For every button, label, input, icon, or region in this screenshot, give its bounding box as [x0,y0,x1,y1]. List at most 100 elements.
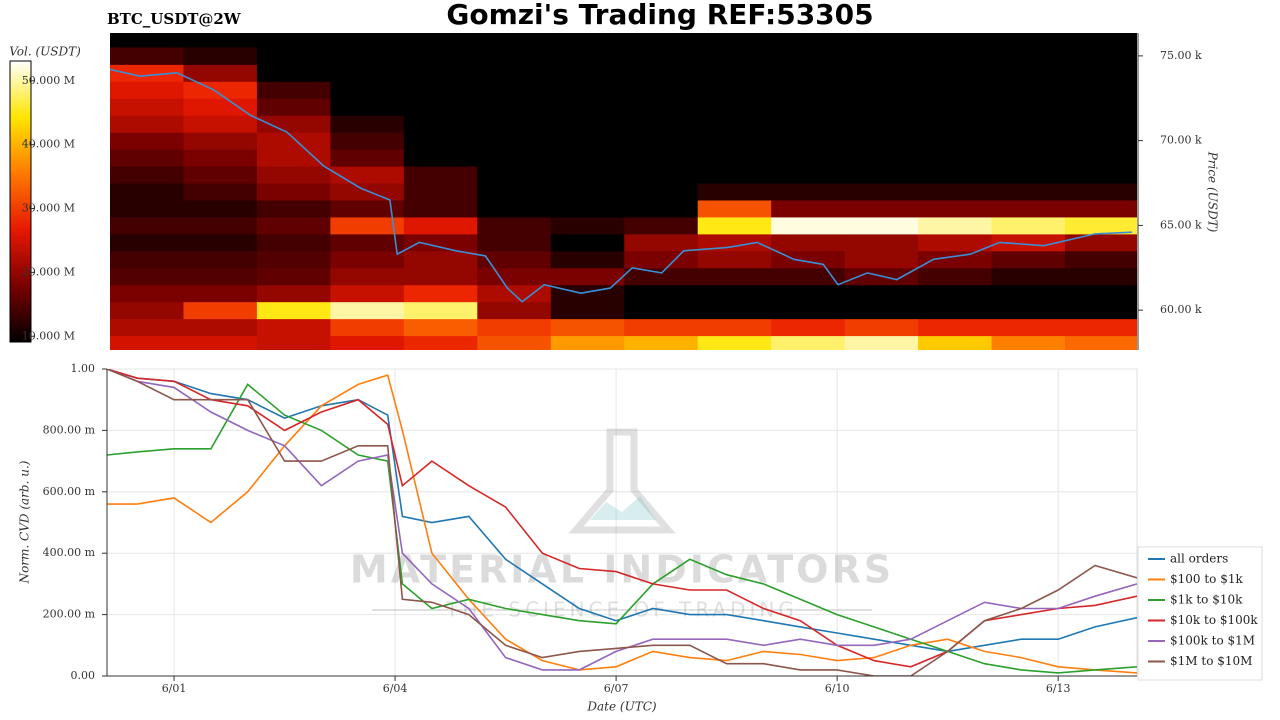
heatmap-cell [697,233,772,252]
heatmap-cell [256,250,331,269]
heatmap-cell [183,132,258,150]
heatmap-cell [330,216,405,235]
legend-label: $1k to $10k [1170,593,1243,607]
heatmap-cell [1065,115,1137,133]
colorbar [9,60,32,343]
heatmap-cell [1065,166,1137,184]
heatmap-cell [550,47,625,65]
heatmap-cell [918,318,993,337]
heatmap-cell [403,166,478,184]
heatmap-cell [771,318,846,337]
heatmap-cell [771,233,846,252]
heatmap-cell [330,301,405,320]
heatmap-cell [624,81,699,99]
heatmap-cell [183,284,258,303]
heatmap-cell [330,199,405,218]
heatmap-cell [256,149,331,167]
heatmap-cell [403,233,478,252]
heatmap-cell [330,267,405,286]
heatmap-cell [550,81,625,99]
heatmap-cell [991,250,1066,269]
heatmap-cell [330,250,405,269]
heatmap-cell [918,183,993,201]
heatmap-cell [697,318,772,337]
heatmap-cell [771,267,846,286]
heatmap-cell [918,47,993,65]
heatmap-cell [624,318,699,337]
heatmap-cell [110,64,184,82]
heatmap-cell [256,132,331,150]
x-tick-label: 6/01 [162,682,187,695]
cvd-lines [107,369,1137,676]
heatmap [110,47,1137,350]
heatmap-cell [330,183,405,201]
heatmap-cell [110,335,184,350]
heatmap-cell [1065,335,1137,350]
heatmap-cell [844,166,919,184]
heatmap-cell [918,132,993,150]
heatmap-cell [550,115,625,133]
heatmap-cell [697,301,772,320]
heatmap-cell [403,115,478,133]
heatmap-cell [110,98,184,116]
heatmap-cell [477,115,552,133]
heatmap-cell [330,115,405,133]
y-tick-label: 400.00 m [43,546,96,559]
heatmap-cell [477,233,552,252]
heatmap-cell [477,183,552,201]
heatmap-cell [991,267,1066,286]
heatmap-cell [771,98,846,116]
heatmap-cell [1065,132,1137,150]
legend-box [1137,546,1263,681]
x-tick-label: 6/04 [383,682,408,695]
heatmap-cell [844,233,919,252]
heatmap-cell [624,216,699,235]
heatmap-cell [256,301,331,320]
heatmap-cell [550,318,625,337]
heatmap-cell [697,216,772,235]
heatmap-cell [256,267,331,286]
legend-label: $100 to $1k [1170,572,1243,586]
heatmap-cell [256,284,331,303]
heatmap-cell [330,64,405,82]
legend-label: $10k to $100k [1170,613,1258,627]
heatmap-cell [624,47,699,65]
heatmap-cell [403,250,478,269]
heatmap-cell [330,233,405,252]
y-tick-label: 600.00 m [43,485,96,498]
heatmap-cell [330,335,405,350]
heatmap-cell [918,199,993,218]
heatmap-cell [403,301,478,320]
colorbar-tick-label: 30.000 M [22,202,75,215]
heatmap-cell [918,149,993,167]
heatmap-cell [550,233,625,252]
legend-label: all orders [1170,552,1228,566]
heatmap-cell [183,166,258,184]
heatmap-cell [918,64,993,82]
heatmap-cell [330,284,405,303]
heatmap-cell [110,47,184,65]
heatmap-cell [771,115,846,133]
heatmap-cell [330,149,405,167]
heatmap-cell [624,149,699,167]
heatmap-cell [403,216,478,235]
heatmap-cell [697,284,772,303]
heatmap-cell [697,81,772,99]
heatmap-cell [624,335,699,350]
colorbar-tick-label: 10.000 M [22,329,75,342]
x-tick-label: 6/07 [604,682,629,695]
heatmap-cell [697,267,772,286]
heatmap-cell [771,199,846,218]
heatmap-cell [624,284,699,303]
heatmap-cell [1065,64,1137,82]
heatmap-cell [771,250,846,269]
watermark-flask-liquid [590,496,656,520]
heatmap-cell [477,318,552,337]
heatmap-cell [918,335,993,350]
heatmap-cell [403,183,478,201]
chart-title: Gomzi's Trading REF:53305 [446,0,873,31]
heatmap-cell [110,216,184,235]
heatmap-cell [477,64,552,82]
heatmap-cell [183,335,258,350]
